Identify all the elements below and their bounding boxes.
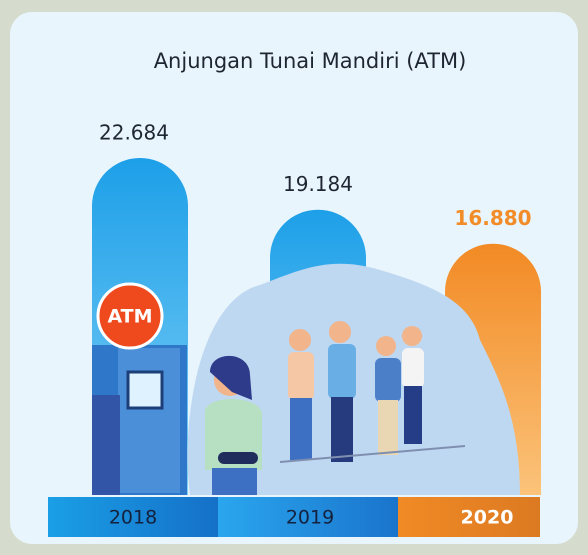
atm-screen xyxy=(126,370,164,410)
x-tick-label: 2019 xyxy=(286,507,334,529)
atm-side xyxy=(92,395,120,495)
atm-sign xyxy=(96,282,164,350)
value-label: 22.684 xyxy=(99,121,169,145)
x-tick-label: 2018 xyxy=(109,507,157,529)
chart-title: Anjungan Tunai Mandiri (ATM) xyxy=(154,49,467,73)
category-band xyxy=(218,497,398,537)
atm-label: ATM xyxy=(107,306,152,328)
category-band xyxy=(48,497,218,537)
category-band xyxy=(398,497,540,537)
value-label: 16.880 xyxy=(454,206,531,230)
atm-front xyxy=(118,348,180,493)
value-label: 19.184 xyxy=(283,172,353,196)
person-woman xyxy=(205,355,262,495)
illustration: ATM xyxy=(92,263,520,495)
x-tick-label: 2020 xyxy=(461,507,514,529)
people-queue xyxy=(279,321,466,463)
